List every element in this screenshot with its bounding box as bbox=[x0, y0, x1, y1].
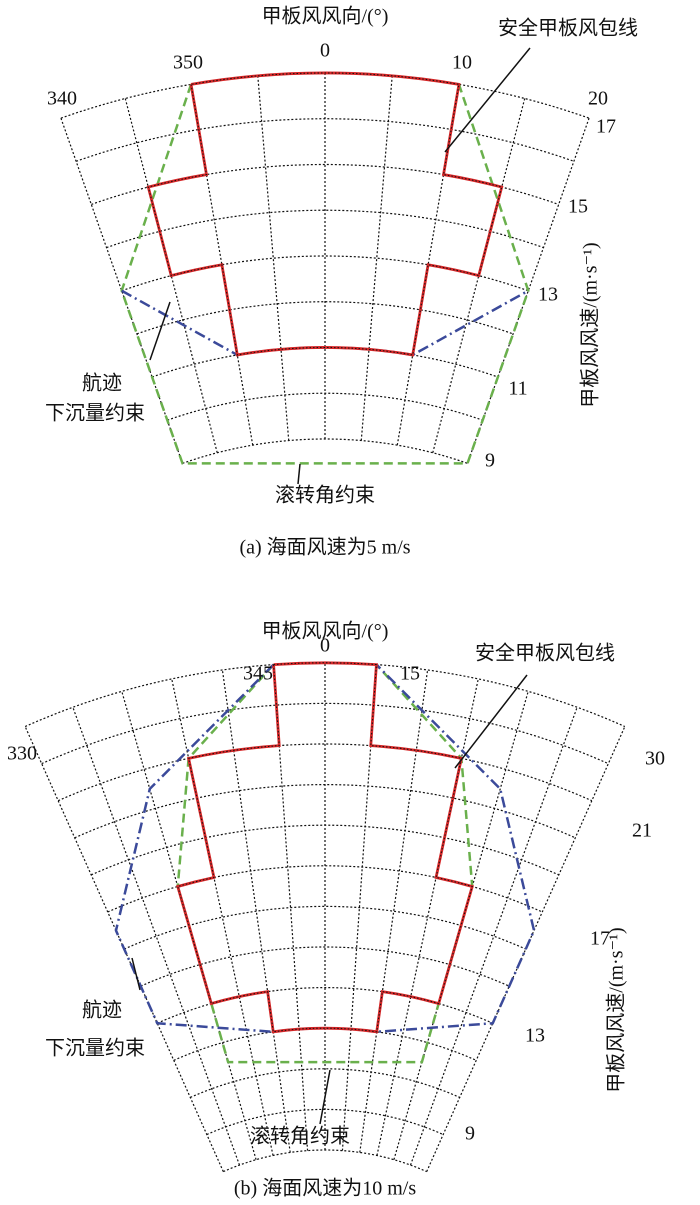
grid-arc bbox=[136, 301, 514, 335]
grid-arc bbox=[140, 946, 510, 987]
grid-radial bbox=[72, 707, 241, 1166]
grid-radial bbox=[360, 75, 393, 441]
track-label: 航迹 bbox=[82, 372, 122, 395]
direction-title: 甲板风风向/(°) bbox=[262, 5, 389, 28]
speed-label: 21 bbox=[632, 820, 652, 842]
speed-label: 13 bbox=[525, 1025, 545, 1047]
grid-arc bbox=[173, 1027, 477, 1061]
speed-label: 9 bbox=[465, 1123, 475, 1145]
panel: 甲板风风向/(°) 330 345 0 15 30 21 17 13 9 甲板风风速/(m·s⁻¹)… bbox=[7, 620, 665, 1200]
grid-arc bbox=[60, 72, 590, 119]
grid-radial bbox=[121, 691, 257, 1160]
speed-label: 13 bbox=[538, 284, 558, 306]
direction-label: 330 bbox=[7, 743, 37, 765]
speed-title: 甲板风风速/(m·s⁻¹) bbox=[605, 927, 628, 1092]
direction-label: 10 bbox=[452, 52, 472, 74]
speed-label: 11 bbox=[508, 378, 527, 400]
direction-label: 350 bbox=[173, 52, 203, 74]
grid-arc bbox=[157, 987, 493, 1024]
grid-radial bbox=[124, 98, 218, 453]
envelope-label: 安全甲板风包线 bbox=[475, 642, 615, 665]
direction-label: 345 bbox=[243, 663, 273, 685]
grid-radial bbox=[257, 75, 290, 441]
grid-arc bbox=[182, 438, 468, 464]
grid-arc bbox=[41, 702, 609, 765]
roll-limit-line bbox=[120, 83, 530, 465]
track-label: 下沉量约束 bbox=[45, 402, 145, 425]
direction-title: 甲板风风向/(°) bbox=[262, 620, 389, 643]
speed-label: 15 bbox=[568, 196, 588, 218]
speed-title: 甲板风风速/(m·s⁻¹) bbox=[579, 242, 602, 407]
grid-radial bbox=[272, 664, 309, 1151]
grid-radial bbox=[432, 98, 526, 453]
grid-radial bbox=[393, 691, 529, 1160]
roll-label: 滚转角约束 bbox=[275, 484, 375, 507]
safe-envelope-dots bbox=[147, 72, 503, 356]
panel: 甲板风风向/(°) 340 350 0 10 20 17 15 13 11 9 甲板风风速/(m·s⁻… bbox=[45, 5, 638, 559]
grid-arc bbox=[106, 209, 544, 249]
leader-line bbox=[454, 674, 528, 769]
speed-label: 17 bbox=[596, 116, 616, 138]
leader-line bbox=[149, 301, 171, 361]
speed-label: 17 bbox=[590, 928, 610, 950]
grid-arc bbox=[190, 1068, 460, 1098]
grid-arc bbox=[107, 865, 543, 913]
roll-limit-line bbox=[176, 663, 474, 1064]
grid-arc bbox=[223, 1149, 427, 1173]
direction-label: 0 bbox=[320, 40, 330, 62]
grid-arc bbox=[123, 905, 527, 950]
grid-radial bbox=[341, 664, 378, 1151]
direction-label: 340 bbox=[47, 88, 77, 110]
leader-line bbox=[297, 463, 301, 485]
grid-radial bbox=[24, 726, 224, 1172]
caption: (b) 海面风速为10 m/s bbox=[234, 1177, 416, 1200]
caption: (a) 海面风速为5 m/s bbox=[239, 536, 410, 559]
safe-envelope-dots bbox=[177, 662, 473, 1033]
grid-radial bbox=[409, 707, 578, 1166]
grid-arc bbox=[57, 743, 593, 802]
direction-label: 0 bbox=[320, 635, 330, 657]
envelope-label: 安全甲板风包线 bbox=[498, 17, 638, 40]
track-label: 航迹 bbox=[82, 999, 122, 1022]
speed-label: 9 bbox=[485, 450, 495, 472]
direction-label: 20 bbox=[588, 88, 608, 110]
grid-radial bbox=[426, 726, 626, 1172]
leader-line bbox=[131, 957, 141, 991]
direction-label: 15 bbox=[400, 663, 420, 685]
roll-label: 滚转角约束 bbox=[250, 1125, 350, 1148]
track-label: 下沉量约束 bbox=[45, 1037, 145, 1060]
leader-line bbox=[319, 1069, 331, 1125]
leader-line bbox=[444, 47, 531, 153]
direction-label: 30 bbox=[645, 748, 665, 770]
